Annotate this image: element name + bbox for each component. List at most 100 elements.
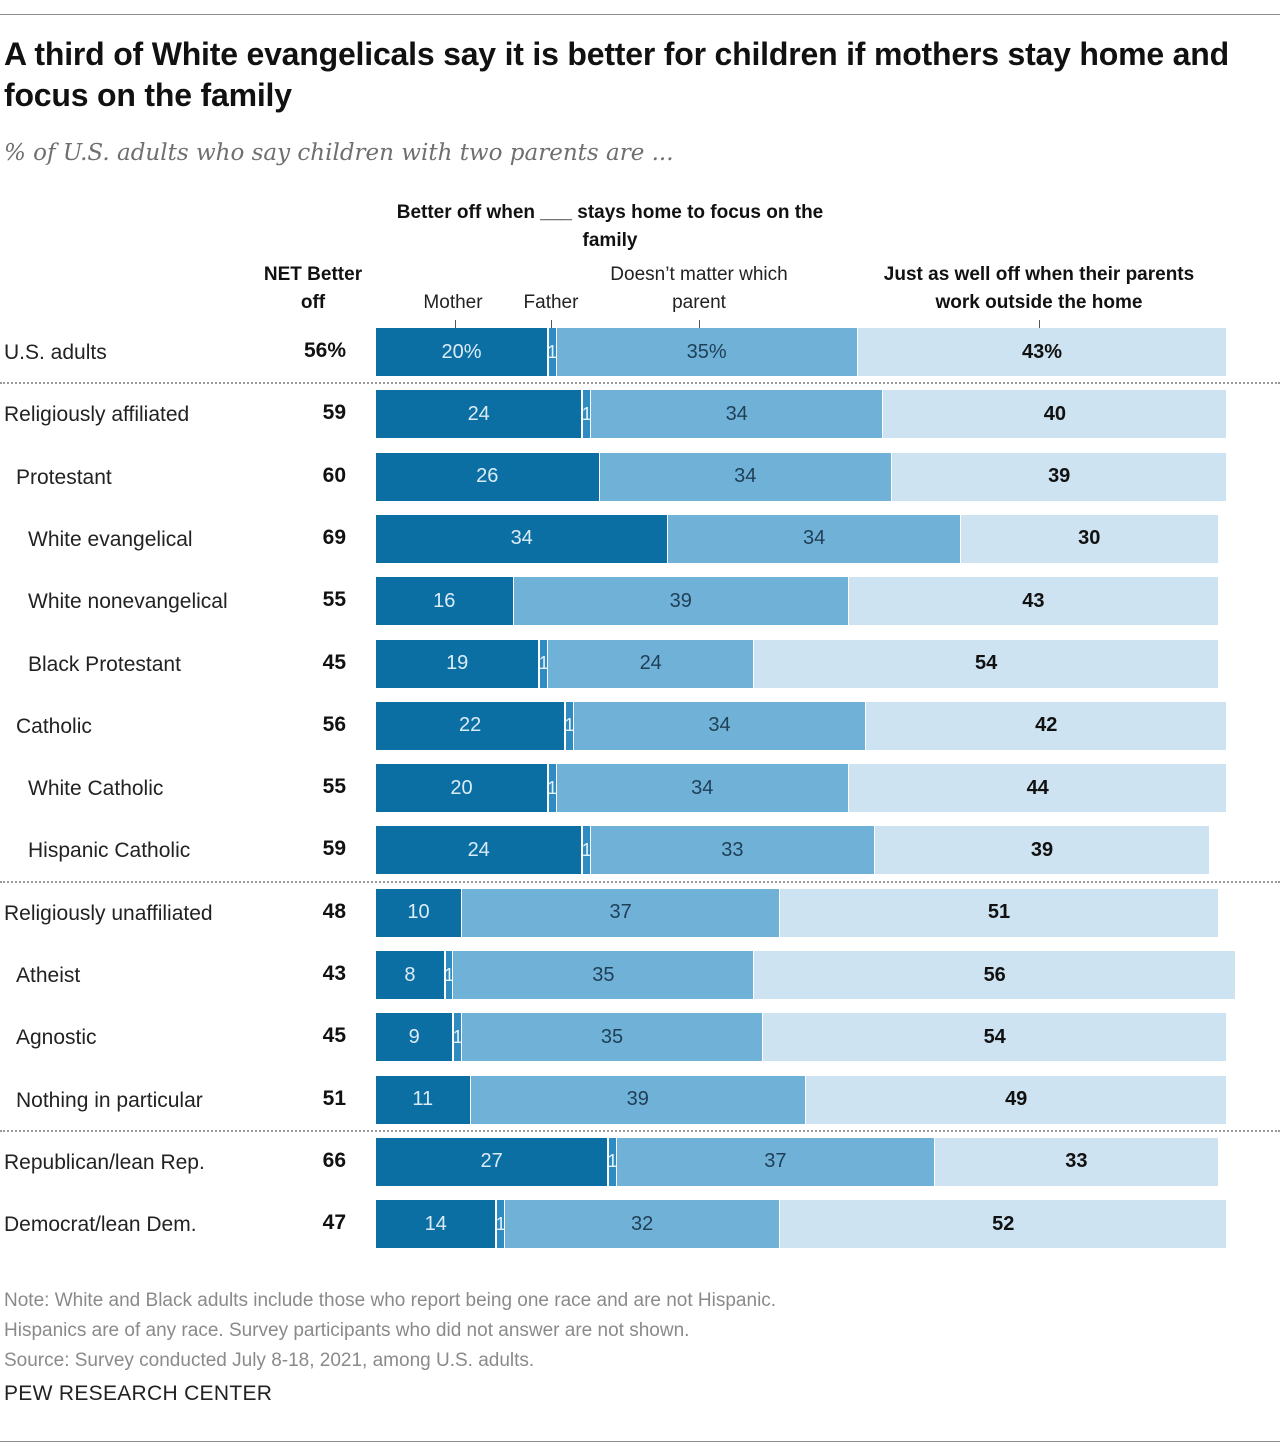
net-value: 59 (322, 401, 346, 425)
bar-label-doesnt-matter: 35 (600, 1025, 624, 1048)
bar-work-outside: 33 (935, 1137, 1219, 1186)
bar-mother: 22 (376, 701, 566, 750)
bar-label-work-outside: 40 (1043, 402, 1067, 425)
row-label: Agnostic (16, 1026, 97, 1050)
bar-label-work-outside: 51 (987, 901, 1011, 924)
bar-label-father: 1 (538, 653, 549, 673)
row-label: Republican/lean Rep. (4, 1150, 205, 1174)
bar-label-father: 1 (581, 839, 592, 860)
row-label: Hispanic Catholic (28, 839, 191, 863)
bar-father: 1 (607, 1137, 618, 1186)
bar-doesnt-matter: 24 (548, 639, 755, 688)
group-separator (0, 880, 1280, 883)
net-value: 47 (322, 1211, 346, 1235)
row-label: White nonevangelical (28, 590, 228, 614)
bar-work-outside: 39 (874, 826, 1211, 875)
bar-label-work-outside: 42 (1035, 714, 1058, 737)
bottom-rule (0, 1441, 1280, 1442)
bar-label-father: 1 (581, 403, 592, 424)
net-value: 69 (322, 525, 346, 549)
tick-doesnt-matter (699, 320, 700, 328)
bar-label-work-outside: 33 (1065, 1150, 1088, 1173)
net-value: 48 (322, 899, 346, 923)
bar-mother: 24 (376, 390, 583, 439)
bar-label-doesnt-matter: 37 (609, 901, 632, 924)
bar-label-father: 1 (444, 964, 455, 985)
bar-label-doesnt-matter: 24 (639, 652, 662, 674)
bar-label-work-outside: 52 (992, 1212, 1015, 1235)
bar-doesnt-matter: 33 (591, 826, 875, 875)
bar-father: 1 (496, 1200, 506, 1249)
bar-father: 1 (581, 826, 592, 875)
row-label: Catholic (16, 714, 92, 738)
net-value: 55 (322, 588, 346, 612)
bar-label-mother: 20 (450, 776, 473, 799)
row-label: Religiously unaffiliated (4, 901, 213, 925)
bar-label-doesnt-matter: 34 (708, 714, 731, 737)
group-separator (0, 382, 1280, 385)
bar-doesnt-matter: 39 (470, 1075, 806, 1124)
chart-subtitle: % of U.S. adults who say children with t… (4, 140, 674, 166)
bar-mother: 19 (376, 639, 540, 688)
tick-mother (455, 320, 456, 328)
tick-father (551, 320, 552, 328)
bar-mother: 14 (376, 1200, 497, 1249)
header-work-outside: Just as well off when their parents work… (883, 264, 1195, 313)
bar-father: 1 (547, 764, 557, 813)
bar-label-mother: 20% (441, 340, 482, 363)
row-label: White Catholic (28, 777, 164, 801)
net-value: 51 (322, 1086, 346, 1110)
bar-doesnt-matter: 35 (462, 1013, 763, 1062)
bar-doesnt-matter: 34 (599, 452, 892, 501)
bar-label-mother: 11 (412, 1088, 434, 1111)
bar-label-doesnt-matter: 39 (626, 1088, 649, 1111)
note-line-1: Note: White and Black adults include tho… (4, 1290, 777, 1311)
bar-label-doesnt-matter: 34 (725, 402, 748, 425)
bar-father: 1 (453, 1013, 463, 1062)
bar-label-work-outside: 54 (983, 1025, 1006, 1048)
bar-father: 1 (564, 701, 575, 750)
bar-mother: 20 (376, 764, 548, 813)
net-value: 60 (322, 463, 346, 487)
row-label: U.S. adults (4, 341, 107, 364)
bar-work-outside: 54 (754, 639, 1219, 688)
bar-label-mother: 24 (467, 838, 490, 861)
bar-doesnt-matter: 34 (591, 390, 884, 439)
header-net: NET Better off (263, 264, 363, 313)
bar-label-work-outside: 49 (1005, 1088, 1028, 1111)
row-label: Religiously affiliated (4, 403, 190, 427)
row-label: Atheist (16, 964, 81, 987)
bar-father: 1 (538, 639, 549, 688)
bar-work-outside: 49 (806, 1075, 1228, 1124)
bar-doesnt-matter: 35 (453, 951, 755, 999)
bar-label-mother: 19 (446, 652, 469, 674)
bar-label-work-outside: 39 (1048, 465, 1071, 488)
bar-label-work-outside: 56 (983, 963, 1006, 986)
bar-label-mother: 24 (467, 402, 490, 425)
bar-doesnt-matter: 37 (616, 1137, 935, 1186)
header-doesnt-matter: Doesn’t matter which parent (610, 264, 788, 313)
bar-label-doesnt-matter: 34 (691, 776, 714, 799)
bar-mother: 20% (376, 328, 548, 376)
bar-work-outside: 40 (883, 390, 1228, 439)
bar-label-doesnt-matter: 34 (802, 527, 826, 550)
bar-label-doesnt-matter: 34 (734, 465, 757, 488)
bar-mother: 10 (376, 888, 462, 937)
header-father: Father (523, 292, 579, 313)
bar-label-doesnt-matter: 35% (686, 340, 727, 363)
bar-label-work-outside: 43% (1021, 340, 1062, 363)
net-value: 56 (322, 712, 346, 736)
bar-mother: 9 (376, 1013, 454, 1062)
bar-work-outside: 52 (780, 1200, 1228, 1249)
top-rule (0, 14, 1280, 15)
bar-mother: 8 (376, 951, 445, 999)
header-mother: Mother (423, 292, 483, 313)
bar-label-work-outside: 54 (974, 652, 998, 674)
bar-mother: 27 (376, 1137, 609, 1186)
bar-label-doesnt-matter: 35 (592, 963, 615, 986)
note-line-2: Hispanics are of any race. Survey partic… (4, 1320, 690, 1341)
bar-work-outside: 51 (780, 888, 1219, 937)
net-value: 59 (322, 837, 346, 861)
bar-doesnt-matter: 34 (556, 764, 849, 813)
bar-label-mother: 27 (480, 1150, 503, 1173)
